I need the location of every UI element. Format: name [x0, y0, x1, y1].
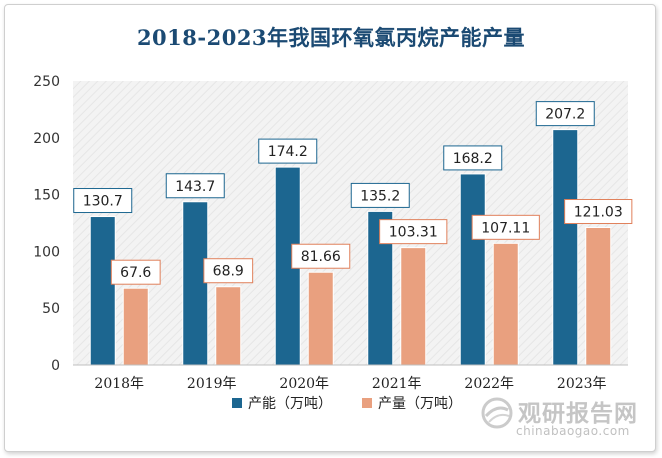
bars-group — [89, 129, 612, 366]
bar-capacity — [89, 216, 116, 366]
y-tick-label: 150 — [33, 188, 60, 204]
y-tick-label: 200 — [33, 131, 60, 147]
x-tick-label: 2023年 — [557, 376, 607, 392]
data-label-box — [350, 182, 410, 208]
x-tick-label: 2019年 — [187, 376, 237, 392]
data-label: 135.2 — [360, 188, 400, 204]
data-label: 168.2 — [453, 151, 493, 167]
data-label: 130.7 — [83, 194, 123, 210]
bar-output — [122, 287, 149, 366]
legend: 产能（万吨） 产量（万吨） — [232, 396, 462, 412]
data-label: 68.9 — [213, 264, 244, 280]
legend-label: 产量（万吨） — [378, 396, 462, 412]
bar-output — [307, 271, 334, 366]
data-label-box — [110, 259, 161, 285]
x-tick-label: 2018年 — [94, 376, 144, 392]
y-tick-label: 0 — [51, 358, 60, 374]
y-tick-label: 50 — [42, 301, 60, 317]
data-label: 107.11 — [481, 220, 530, 236]
watermark: 观研报告网 chinabaogao.com — [480, 394, 640, 442]
bar-output — [215, 286, 242, 366]
data-label: 207.2 — [545, 107, 585, 123]
data-label-box — [443, 145, 503, 171]
legend-label: 产能（万吨） — [248, 396, 332, 412]
data-label: 81.66 — [301, 249, 341, 265]
chart-title: 2018-2023年我国环氧氯丙烷产能产量 — [136, 25, 526, 50]
watermark-url: chinabaogao.com — [516, 424, 630, 438]
x-tick-label: 2021年 — [372, 376, 422, 392]
data-label-box — [471, 214, 540, 240]
data-label-box — [291, 243, 351, 269]
bar-output — [400, 247, 427, 366]
data-label-box — [203, 258, 254, 284]
data-label-box — [564, 199, 633, 225]
data-label: 67.6 — [120, 265, 151, 281]
y-axis: 0 50 100 150 200 250 — [33, 74, 60, 374]
bar-capacity — [459, 173, 486, 366]
bar-capacity — [182, 201, 209, 366]
data-label: 103.31 — [389, 225, 438, 241]
globe-icon — [481, 397, 513, 429]
data-label: 121.03 — [574, 205, 623, 221]
data-labels-group: 130.7 67.6 143.7 68.9 174.2 81.66 135.2 103.31 1… — [73, 101, 633, 285]
data-label: 174.2 — [268, 144, 308, 160]
legend-swatch — [362, 398, 372, 408]
data-label-box — [258, 138, 318, 164]
watermark-name: 观研报告网 — [518, 401, 638, 427]
legend-swatch — [232, 398, 242, 408]
x-tick-label: 2022年 — [464, 376, 514, 392]
y-tick-label: 250 — [33, 74, 60, 90]
data-label-box — [165, 173, 225, 199]
y-tick-label: 100 — [33, 244, 60, 260]
data-label-box — [379, 219, 448, 245]
bar-output — [492, 242, 519, 366]
x-tick-label: 2020年 — [279, 376, 329, 392]
data-label: 143.7 — [175, 179, 215, 195]
x-axis: 2018年 2019年 2020年 2021年 2022年 2023年 — [94, 376, 606, 392]
data-label-box — [535, 101, 595, 127]
bar-capacity — [552, 129, 579, 366]
bar-output — [585, 227, 612, 366]
data-label-box — [73, 188, 133, 214]
